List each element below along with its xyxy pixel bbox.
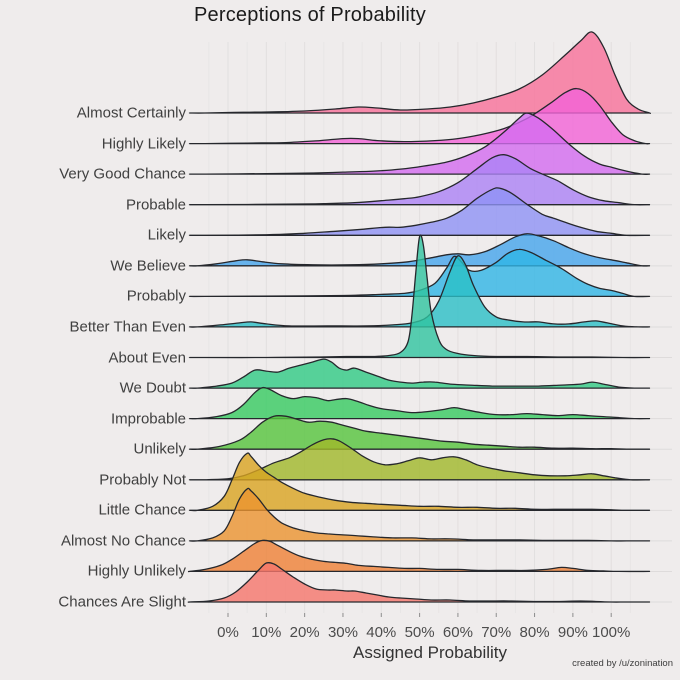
- category-label-better-than-even: Better Than Even: [69, 318, 186, 336]
- ridge-chances-are-slight: [187, 561, 651, 603]
- ridge-almost-certainly: [189, 31, 651, 114]
- x-tick-label-60: 60%: [442, 624, 473, 641]
- ridge-better-than-even: [189, 255, 651, 328]
- category-label-very-good-chance: Very Good Chance: [59, 165, 186, 183]
- ridge-we-doubt: [189, 358, 651, 389]
- ridge-layer: [187, 31, 651, 603]
- axis-tick-marks: [227, 613, 612, 617]
- chart-title: Perceptions of Probability: [194, 4, 426, 26]
- category-label-we-doubt: We Doubt: [119, 379, 186, 397]
- category-label-improbable: Improbable: [110, 410, 186, 428]
- category-label-probable: Probable: [125, 196, 186, 214]
- ridge-about-even: [189, 234, 651, 359]
- category-label-little-chance: Little Chance: [98, 501, 186, 519]
- category-label-highly-unlikely: Highly Unlikely: [87, 562, 186, 580]
- category-label-about-even: About Even: [108, 349, 186, 366]
- x-tick-label-100: 100%: [592, 624, 631, 641]
- category-label-almost-no-chance: Almost No Chance: [60, 532, 186, 550]
- x-tick-label-50: 50%: [404, 624, 435, 641]
- x-tick-label-20: 20%: [289, 624, 320, 641]
- ridge-highly-unlikely: [187, 539, 651, 573]
- ridge-very-good-chance: [189, 112, 651, 175]
- category-label-probably-not: Probably Not: [99, 471, 186, 489]
- ridge-probably: [189, 248, 651, 298]
- x-tick-label-0: 0%: [217, 624, 239, 641]
- x-tick-label-30: 30%: [327, 624, 358, 641]
- category-label-we-believe: We Believe: [110, 257, 186, 275]
- ridge-improbable: [189, 386, 651, 420]
- ridge-probably-not: [189, 438, 651, 481]
- category-label-likely: Likely: [147, 226, 186, 244]
- category-label-chances-are-slight: Chances Are Slight: [58, 593, 186, 611]
- x-axis-title: Assigned Probability: [352, 643, 508, 662]
- x-tick-label-10: 10%: [251, 624, 282, 641]
- ridge-probable: [189, 154, 651, 206]
- category-label-unlikely: Unlikely: [133, 440, 186, 458]
- attribution-credit: created by /u/zonination: [572, 658, 673, 669]
- ridge-likely: [189, 187, 651, 237]
- category-label-highly-likely: Highly Likely: [101, 135, 186, 153]
- category-label-almost-certainly: Almost Certainly: [76, 104, 186, 122]
- ridge-unlikely: [189, 414, 651, 451]
- x-tick-label-40: 40%: [366, 624, 397, 641]
- ridge-almost-no-chance: [189, 487, 651, 542]
- ridge-little-chance: [189, 452, 651, 512]
- x-tick-label-70: 70%: [481, 624, 512, 641]
- x-tick-label-90: 90%: [557, 624, 588, 641]
- x-tick-label-80: 80%: [519, 624, 550, 641]
- category-label-probably: Probably: [126, 287, 186, 305]
